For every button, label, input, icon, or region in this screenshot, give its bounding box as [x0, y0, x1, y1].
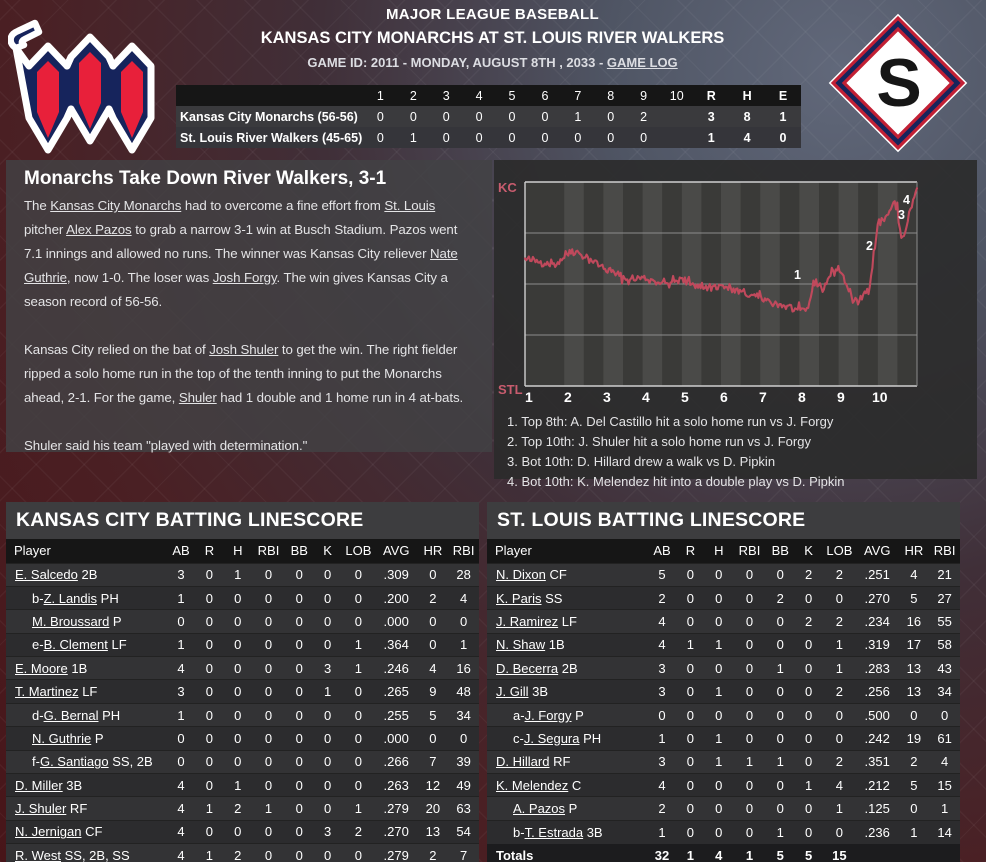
svg-text:10: 10	[872, 389, 888, 405]
svg-text:4: 4	[903, 193, 910, 207]
svg-text:4: 4	[642, 389, 650, 405]
svg-text:9: 9	[837, 389, 845, 405]
svg-text:6: 6	[720, 389, 728, 405]
svg-text:2: 2	[564, 389, 572, 405]
svg-text:7: 7	[759, 389, 767, 405]
svg-text:1: 1	[794, 268, 801, 282]
svg-text:STL: STL	[498, 382, 523, 397]
svg-text:8: 8	[798, 389, 806, 405]
svg-text:3: 3	[603, 389, 611, 405]
svg-text:S: S	[876, 45, 919, 121]
svg-text:3: 3	[898, 208, 905, 222]
svg-text:2: 2	[866, 239, 873, 253]
svg-text:1: 1	[525, 389, 533, 405]
svg-text:5: 5	[681, 389, 689, 405]
svg-text:KC: KC	[498, 180, 517, 195]
